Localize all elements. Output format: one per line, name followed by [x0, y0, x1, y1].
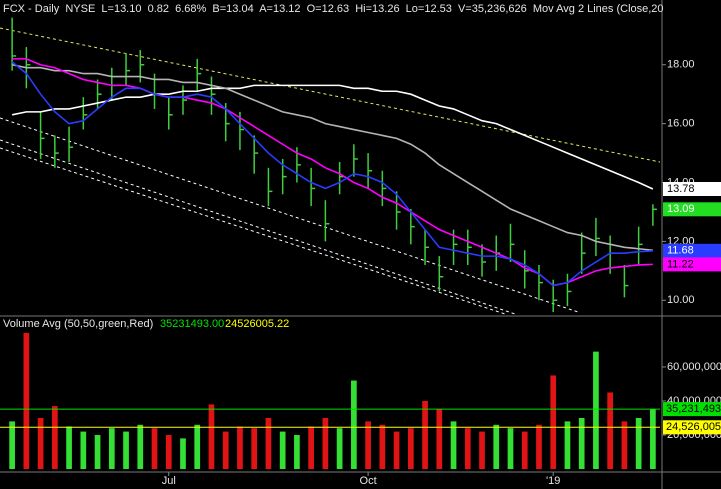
volume-bar	[550, 375, 557, 469]
trend-line	[0, 147, 506, 315]
volume-bar	[593, 351, 599, 469]
volume-bar	[336, 428, 343, 469]
volume-bar	[151, 428, 158, 469]
volume-tag	[663, 402, 721, 417]
price-tag-label: 11.68	[667, 245, 694, 257]
volume-bar	[578, 417, 585, 469]
trend-line	[0, 27, 661, 163]
volume-bar	[322, 417, 329, 469]
volume-bar	[108, 428, 115, 469]
x-tick-label: Oct	[360, 475, 377, 487]
price-tag	[663, 202, 721, 217]
x-tick-label: '19	[546, 475, 560, 487]
volume-bar	[265, 417, 272, 469]
volume-bar	[251, 428, 258, 469]
volume-bar	[165, 434, 172, 469]
price-tag	[663, 182, 721, 196]
volume-bar	[194, 424, 201, 469]
volume-bar	[180, 438, 186, 469]
price-tag	[663, 243, 721, 258]
volume-bar	[9, 421, 15, 469]
volume-bar	[137, 424, 144, 469]
volume-bar	[479, 431, 485, 469]
volume-bar	[493, 424, 500, 469]
volume-bar	[237, 426, 243, 469]
moving-average	[11, 84, 654, 190]
y-tick-label: 60,000,000	[667, 361, 721, 373]
volume-bar	[123, 431, 129, 469]
moving-average	[11, 61, 653, 287]
price-tag	[663, 257, 721, 272]
volume-bar	[521, 431, 528, 469]
price-tag-label: 13.09	[667, 203, 695, 215]
volume-bar	[94, 434, 101, 469]
trend-line	[0, 139, 516, 315]
volume-bar	[37, 417, 44, 469]
volume-header: Volume Avg (50,50,green,Red)	[3, 318, 153, 330]
volume-bar	[80, 431, 87, 469]
volume-bar	[222, 431, 229, 469]
volume-tag-label: 24,526,005	[666, 421, 721, 433]
volume-bar	[23, 332, 30, 469]
y-tick-label: 18.00	[667, 59, 695, 71]
volume-bar	[308, 426, 314, 469]
price-header: FCX - Daily NYSE L=13.10 0.82 6.68% B=13…	[3, 3, 664, 15]
volume-tag	[663, 420, 721, 435]
volume-bar	[635, 417, 642, 469]
volume-bar	[66, 426, 72, 469]
volume-bar	[650, 409, 656, 469]
volume-bar	[279, 431, 286, 469]
volume-bar	[294, 434, 300, 469]
volume-bar	[507, 428, 514, 469]
x-tick-label: Jul	[162, 475, 176, 487]
volume-bar	[351, 380, 357, 469]
volume-bar	[607, 392, 614, 469]
price-tag-label: 13.78	[667, 183, 695, 195]
volume-bar	[208, 404, 215, 469]
volume-average-label: 24526005.22	[225, 318, 289, 330]
volume-bar	[621, 421, 628, 469]
volume-bar	[564, 421, 571, 469]
volume-tag-label: 35,231,493	[666, 403, 721, 415]
volume-bar	[422, 400, 428, 469]
volume-bar	[365, 421, 371, 469]
moving-average	[11, 63, 653, 252]
volume-bar	[51, 406, 58, 469]
volume-bar	[450, 421, 457, 469]
volume-bar	[436, 409, 443, 469]
y-tick-label: 16.00	[667, 118, 695, 130]
volume-bar	[379, 424, 386, 469]
y-tick-label: 10.00	[667, 294, 695, 306]
price-tag-label: 11.22	[667, 258, 694, 270]
volume-bar	[536, 424, 542, 469]
volume-bar	[393, 431, 400, 469]
volume-bar	[464, 428, 471, 469]
volume-bar	[407, 428, 414, 469]
volume-average-label: 35231493.00	[160, 318, 224, 330]
